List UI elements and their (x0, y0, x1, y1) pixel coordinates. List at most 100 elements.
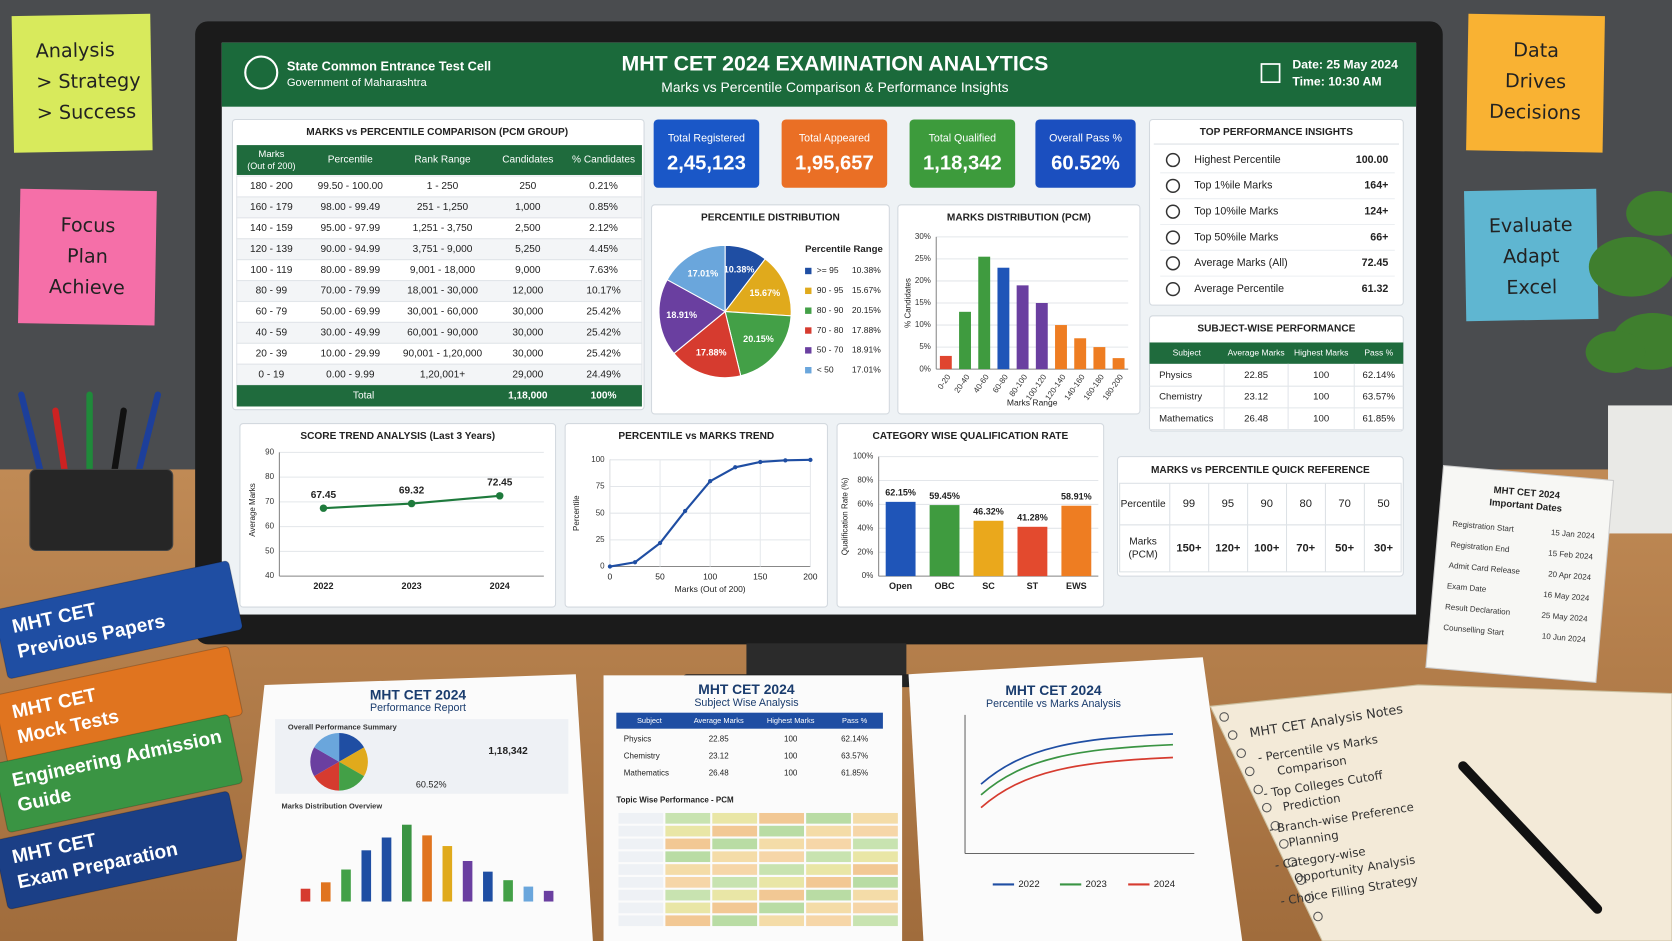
ref-cell: 120+ (1215, 542, 1241, 554)
bar (1093, 347, 1106, 370)
paper-figure: 60.52% (416, 780, 447, 790)
heat-cell (712, 825, 758, 837)
kpi-card (1035, 119, 1136, 188)
x-tick-label: OBC (935, 581, 956, 591)
column-header: (Out of 200) (247, 161, 295, 171)
bar (1074, 338, 1087, 370)
table-cell: 1,000 (515, 202, 541, 213)
heat-cell (759, 915, 805, 927)
note-line: Analysis (35, 38, 114, 62)
heat-cell (853, 889, 898, 901)
note-paper (1464, 188, 1599, 322)
table-cell: 10.00 - 29.99 (320, 348, 380, 359)
heat-cell (759, 864, 805, 875)
legend-value: 17.01% (852, 364, 881, 374)
table-cell: 22.85 (1244, 370, 1268, 381)
heat-cell (853, 876, 898, 888)
kpi-value: 1,95,657 (795, 153, 874, 175)
heat-cell (618, 851, 664, 863)
note-line: > Success (37, 100, 137, 125)
column-header: Average Marks (1228, 347, 1285, 357)
table-cell: 100 (1313, 392, 1329, 403)
note-line: Focus (60, 213, 115, 237)
legend-label: < 50 (817, 364, 834, 374)
heat-cell (665, 812, 711, 824)
spiral (1253, 784, 1264, 795)
bar-label: 59.45% (929, 491, 960, 501)
x-tick-label: 2024 (490, 581, 510, 591)
ref-cell: 50+ (1335, 542, 1354, 554)
heat-cell (712, 889, 758, 901)
spiral (1261, 802, 1272, 813)
y-tick-label: 90 (265, 447, 274, 456)
heat-cell (853, 915, 898, 927)
table-cell: Physics (1159, 370, 1192, 381)
mini-bar (320, 882, 331, 902)
legend-swatch (805, 287, 812, 295)
slice-label: 18.91% (666, 310, 697, 320)
table-cell: 251 - 1,250 (417, 202, 469, 213)
line-point (682, 508, 688, 514)
y-tick-label: 60% (857, 500, 873, 509)
legend-value: 18.91% (852, 345, 881, 355)
heat-cell (759, 825, 805, 837)
table-title: MARKS vs PERCENTILE COMPARISON (PCM GROU… (306, 127, 568, 138)
legend-swatch (805, 307, 812, 314)
monitor-stand (746, 643, 907, 680)
y-tick-label: 20% (915, 276, 931, 285)
x-tick-label: EWS (1066, 581, 1087, 591)
table-cell: 98.00 - 99.49 (320, 202, 380, 213)
book-cover (0, 714, 243, 833)
table-cell: 180 - 200 (250, 181, 293, 192)
bar-label: 58.91% (1061, 492, 1092, 502)
table-cell: 9,000 (515, 265, 541, 276)
column-header: Subject (1173, 347, 1202, 357)
legend-label: >= 95 (817, 265, 839, 275)
chart-title: CATEGORY WISE QUALIFICATION RATE (873, 431, 1069, 442)
heat-cell (806, 864, 851, 875)
legend-title: Percentile Range (805, 244, 883, 255)
table-header (1149, 342, 1404, 364)
heat-cell (853, 851, 898, 863)
y-tick-label: 30% (915, 232, 931, 241)
kpi-label: Total Registered (668, 133, 745, 145)
bar (929, 505, 960, 577)
mini-bar (523, 886, 534, 902)
table-cell: 1 - 250 (427, 181, 459, 192)
paper-table-header-cell: Highest Marks (767, 716, 815, 725)
bar (973, 520, 1004, 577)
spiral (1287, 857, 1298, 867)
table-cell: Mathematics (1159, 413, 1213, 424)
paper-table-cell: 23.12 (709, 752, 730, 761)
table-cell: 30.00 - 49.99 (320, 328, 380, 339)
ref-cell: 30+ (1374, 542, 1393, 554)
panel-title: TOP PERFORMANCE INSIGHTS (1200, 127, 1353, 138)
y-tick-label: 0 (600, 562, 605, 571)
mini-pie-slice (314, 732, 340, 762)
y-axis-label: Percentile (572, 495, 581, 531)
note-paper (11, 13, 153, 153)
note-line: Drives (1505, 69, 1567, 93)
paper-table-cell: Chemistry (624, 752, 660, 761)
heat-cell (618, 864, 664, 875)
paper-legend: 2024 (1154, 879, 1176, 890)
note-line: Plan (67, 244, 108, 268)
paper-section: Overall Performance Summary (288, 723, 398, 732)
line-point (607, 564, 613, 569)
date-value: 15 Feb 2024 (1548, 549, 1594, 562)
table-header (236, 145, 642, 175)
line-point (496, 492, 504, 500)
insight-value: 72.45 (1362, 257, 1389, 269)
paper-table-header (616, 712, 883, 729)
pen-cup (29, 468, 174, 552)
book-cover (0, 791, 243, 910)
heat-cell (618, 889, 664, 901)
table-cell: 100 (1313, 413, 1329, 424)
paper-table-cell: 100 (784, 752, 798, 761)
ref-label: Percentile (1121, 499, 1166, 510)
note-line: Excel (1506, 275, 1557, 299)
heat-cell (712, 851, 758, 863)
spiral (1279, 839, 1289, 849)
